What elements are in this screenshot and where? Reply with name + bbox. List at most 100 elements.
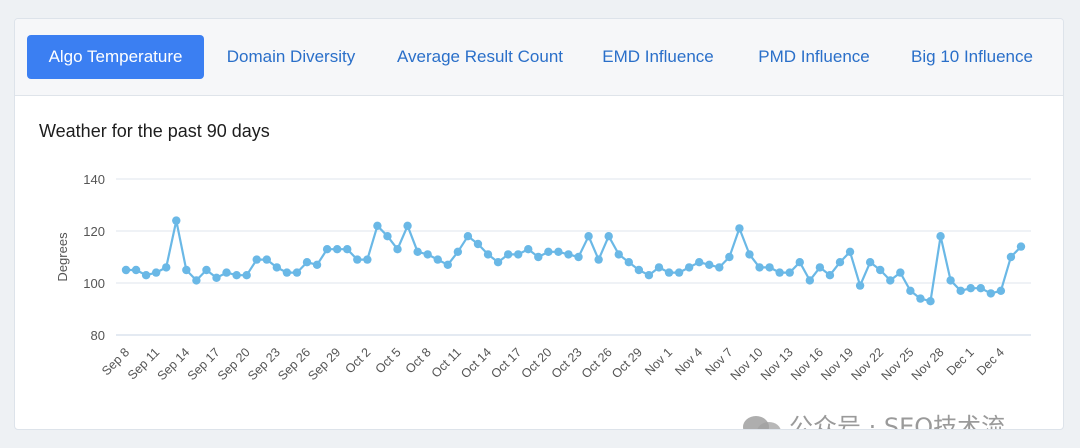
x-tick-label: Oct 17	[488, 345, 524, 381]
data-point	[765, 263, 774, 272]
x-tick-label: Sep 23	[245, 345, 283, 383]
data-point	[554, 247, 563, 256]
data-point	[845, 247, 855, 256]
data-point	[705, 260, 714, 269]
tab-emd-influence[interactable]: EMD Influence	[602, 47, 714, 66]
data-point	[282, 268, 292, 277]
data-point	[383, 232, 392, 241]
data-point	[443, 260, 452, 269]
data-point	[463, 232, 473, 241]
data-point	[564, 250, 573, 259]
data-point	[966, 284, 975, 293]
x-tick-label: Sep 17	[185, 345, 223, 383]
data-point	[363, 255, 372, 264]
x-tick-label: Oct 23	[549, 345, 585, 381]
data-point	[654, 263, 664, 272]
x-tick-label: Dec 1	[944, 345, 977, 378]
watermark: 公众号 · SEO技术流	[743, 407, 1006, 430]
data-point	[162, 263, 171, 272]
wechat-icon	[743, 414, 783, 429]
data-point	[684, 263, 694, 272]
x-tick-label: Oct 26	[579, 345, 615, 381]
data-point	[574, 252, 583, 262]
data-point	[192, 276, 201, 285]
data-point	[312, 260, 322, 269]
data-point	[644, 271, 654, 280]
data-point	[524, 245, 533, 254]
data-point	[795, 258, 804, 267]
x-tick-label: Oct 20	[519, 345, 555, 381]
data-point	[544, 247, 553, 256]
data-point	[916, 294, 925, 303]
data-point	[996, 286, 1006, 295]
data-point	[735, 224, 744, 233]
data-point	[212, 273, 221, 282]
data-point	[182, 265, 191, 275]
data-point	[272, 263, 282, 272]
data-point	[876, 265, 885, 275]
data-point	[936, 232, 945, 241]
data-point	[493, 258, 503, 267]
data-point	[886, 276, 895, 285]
x-tick-label: Oct 2	[342, 345, 373, 376]
data-point	[926, 297, 935, 306]
tab-average-result-count[interactable]: Average Result Count	[396, 47, 563, 66]
data-point	[1006, 252, 1016, 262]
data-point	[141, 271, 151, 280]
data-point	[1016, 242, 1026, 251]
data-point	[896, 268, 905, 277]
data-point	[413, 247, 422, 256]
data-point	[745, 250, 754, 259]
data-point	[906, 286, 915, 295]
data-point	[202, 265, 211, 275]
data-point	[262, 255, 271, 264]
chart-card: Algo Temperature Domain Diversity Averag…	[14, 18, 1064, 430]
data-point	[292, 268, 302, 277]
data-point	[855, 281, 865, 290]
tab-pmd-influence[interactable]: PMD Influence	[758, 47, 870, 66]
data-point	[594, 255, 603, 264]
data-point	[534, 252, 543, 262]
x-tick-label: Nov 28	[909, 345, 947, 383]
x-tick-label: Oct 11	[429, 345, 464, 380]
data-point	[725, 252, 734, 262]
x-tick-label: Sep 26	[275, 345, 313, 383]
y-tick-label: 80	[91, 328, 105, 343]
data-point	[946, 276, 955, 285]
data-point	[755, 263, 764, 272]
data-point	[343, 245, 352, 254]
data-point	[624, 258, 634, 267]
data-point	[695, 258, 704, 267]
data-point	[353, 255, 362, 264]
tab-algo-temperature[interactable]: Algo Temperature	[27, 35, 204, 79]
x-tick-label: Sep 29	[305, 345, 343, 383]
data-point	[252, 255, 261, 264]
x-tick-label: Oct 5	[373, 345, 404, 376]
tab-bar: Algo Temperature Domain Diversity Averag…	[15, 19, 1063, 96]
data-point	[172, 216, 181, 225]
data-point	[433, 255, 442, 264]
data-point	[674, 268, 684, 277]
data-point	[664, 268, 674, 277]
tab-domain-diversity[interactable]: Domain Diversity	[226, 47, 356, 66]
data-point	[775, 268, 784, 277]
tab-big-10-influence[interactable]: Big 10 Influence	[911, 47, 1033, 66]
watermark-text: 公众号 · SEO技术流	[789, 413, 1006, 430]
data-point	[513, 250, 523, 259]
x-tick-label: Nov 22	[848, 345, 886, 383]
data-point	[825, 271, 835, 280]
chart-title: Weather for the past 90 days	[39, 121, 270, 141]
data-point	[503, 250, 513, 259]
data-point	[453, 247, 463, 256]
x-tick-label: Nov 13	[758, 345, 796, 383]
data-point	[815, 263, 825, 272]
data-point	[332, 245, 342, 254]
data-point	[483, 250, 493, 259]
x-tick-label: Sep 20	[215, 345, 253, 383]
data-point	[403, 221, 412, 230]
x-tick-label: Nov 10	[728, 345, 766, 383]
y-tick-label: 140	[83, 172, 105, 187]
data-point	[835, 258, 845, 267]
data-point	[322, 245, 332, 254]
